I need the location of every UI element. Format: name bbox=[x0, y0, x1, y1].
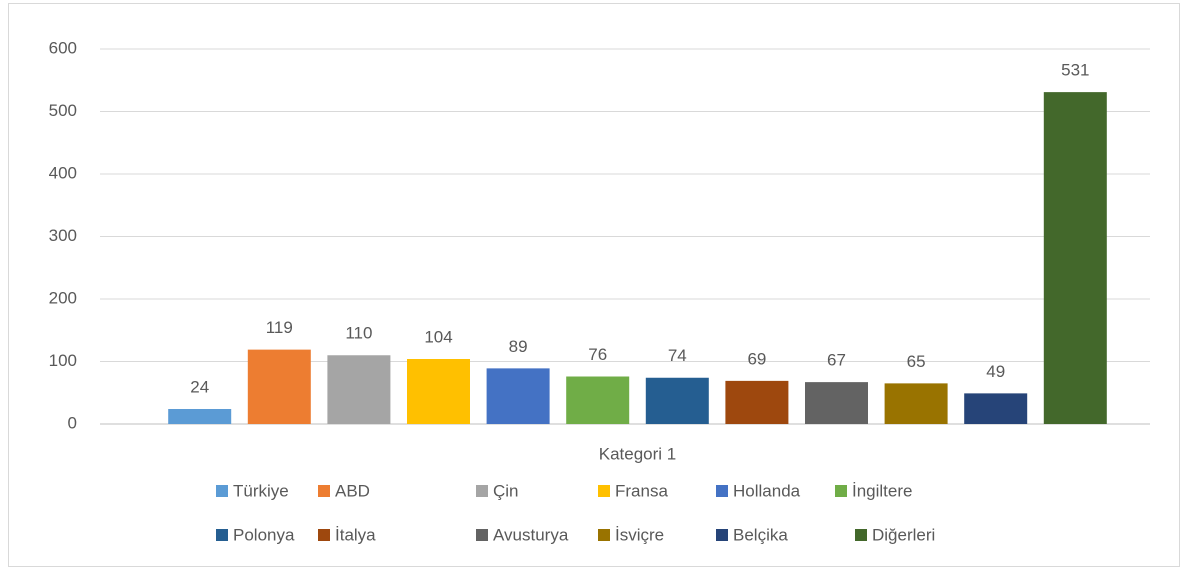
bar bbox=[327, 355, 391, 424]
legend-swatch bbox=[476, 529, 488, 541]
y-tick-label: 0 bbox=[68, 413, 77, 432]
legend-label: Türkiye bbox=[233, 481, 289, 500]
legend-swatch bbox=[216, 529, 228, 541]
legend-swatch bbox=[835, 485, 847, 497]
legend-swatch bbox=[716, 529, 728, 541]
bar bbox=[566, 376, 630, 424]
legend-swatch bbox=[476, 485, 488, 497]
bar bbox=[168, 409, 232, 424]
data-label: 74 bbox=[668, 346, 687, 365]
legend-label: İngiltere bbox=[852, 481, 912, 500]
y-tick-label: 500 bbox=[49, 101, 77, 120]
legend-label: ABD bbox=[335, 481, 370, 500]
legend-swatch bbox=[216, 485, 228, 497]
legend-label: Çin bbox=[493, 481, 519, 500]
data-label: 24 bbox=[190, 377, 209, 396]
bar bbox=[805, 382, 868, 424]
data-label: 69 bbox=[747, 349, 766, 368]
bar bbox=[407, 359, 470, 424]
y-tick-label: 300 bbox=[49, 226, 77, 245]
legend-label: İsviçre bbox=[615, 525, 664, 544]
legend-swatch bbox=[716, 485, 728, 497]
x-tick-label: Kategori 1 bbox=[599, 444, 677, 463]
y-tick-label: 100 bbox=[49, 351, 77, 370]
data-label: 67 bbox=[827, 351, 846, 370]
data-label: 110 bbox=[345, 324, 372, 343]
data-label: 49 bbox=[986, 362, 1005, 381]
chart-frame bbox=[8, 3, 1180, 567]
data-label: 119 bbox=[266, 318, 293, 337]
legend-label: Polonya bbox=[233, 525, 295, 544]
bar bbox=[645, 377, 709, 424]
y-tick-label: 200 bbox=[49, 288, 77, 307]
y-tick-label: 400 bbox=[49, 163, 77, 182]
bar bbox=[1043, 92, 1107, 424]
legend-label: Fransa bbox=[615, 481, 668, 500]
bar bbox=[247, 349, 311, 424]
legend-swatch bbox=[318, 485, 330, 497]
data-label: 531 bbox=[1061, 61, 1089, 80]
legend-label: Diğerleri bbox=[872, 525, 935, 544]
data-label: 104 bbox=[424, 327, 452, 346]
legend-swatch bbox=[855, 529, 867, 541]
legend-swatch bbox=[598, 485, 610, 497]
data-label: 65 bbox=[907, 352, 926, 371]
legend-label: Avusturya bbox=[493, 525, 569, 544]
legend-swatch bbox=[318, 529, 330, 541]
bar bbox=[725, 380, 789, 424]
bar bbox=[964, 393, 1028, 424]
legend-label: Hollanda bbox=[733, 481, 801, 500]
legend-label: Belçika bbox=[733, 525, 788, 544]
legend-label: İtalya bbox=[335, 525, 376, 544]
data-label: 76 bbox=[588, 345, 607, 364]
data-label: 89 bbox=[509, 337, 528, 356]
y-tick-label: 600 bbox=[49, 38, 77, 57]
bar bbox=[884, 383, 948, 424]
legend-swatch bbox=[598, 529, 610, 541]
bar bbox=[486, 368, 550, 424]
